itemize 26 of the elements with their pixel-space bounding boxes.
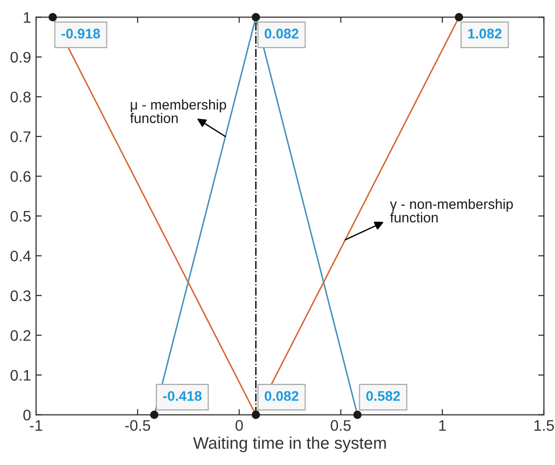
x-tick-label: -1 <box>30 420 42 431</box>
y-tick-label: 0.6 <box>10 171 31 182</box>
x-tick-label: 0 <box>236 420 243 431</box>
x-tick-label: 1.5 <box>534 420 554 431</box>
y-tick-label: 0.9 <box>10 52 30 63</box>
y-tick-label: 1 <box>24 12 30 23</box>
y-tick-label: 0.7 <box>10 131 30 142</box>
y-tick-label: 0.2 <box>10 330 30 341</box>
x-tick-label: 0.5 <box>330 420 351 431</box>
x-tick-label: -0.5 <box>125 420 150 431</box>
x-axis-title: Waiting time in the system <box>193 436 386 452</box>
annotation: -0.418 <box>163 391 202 401</box>
annotation: 0.082 <box>264 28 298 39</box>
annotation: 0.582 <box>366 391 400 401</box>
y-tick-label: 0 <box>23 410 31 420</box>
y-tick-label: 0.4 <box>10 250 31 262</box>
y-tick-label: 0.8 <box>10 92 31 102</box>
annotation: μ - membership function <box>130 99 226 124</box>
annotation: 1.082 <box>468 28 502 39</box>
annotation: γ - non-membership function <box>390 198 513 222</box>
annotation: -0.918 <box>62 28 100 39</box>
x-tick-label: 1 <box>439 420 446 431</box>
y-tick-label: 0.5 <box>10 210 31 222</box>
annotation: 0.082 <box>264 391 298 401</box>
y-tick-label: 0.3 <box>10 290 31 302</box>
y-tick-label: 0.1 <box>10 370 30 381</box>
